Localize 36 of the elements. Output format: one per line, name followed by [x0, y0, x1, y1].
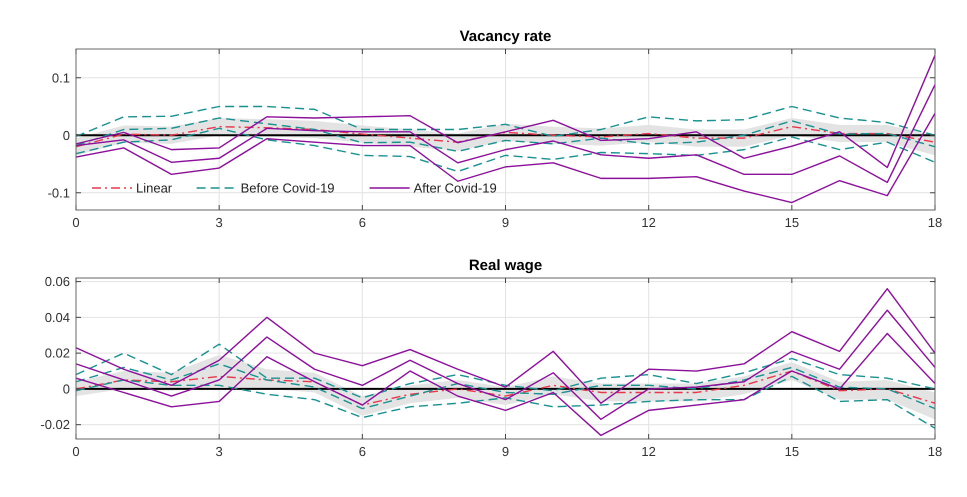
line-series	[75, 310, 936, 420]
y-tick-label: 0.06	[44, 274, 70, 290]
y-tick-label: -0.1	[48, 185, 70, 200]
x-tick-label: 0	[72, 444, 80, 459]
x-tick-label: 15	[784, 444, 800, 459]
y-tick-label: -0.02	[40, 417, 70, 432]
line-series	[75, 112, 936, 204]
x-tick-label: 15	[784, 215, 800, 230]
chart-title: Vacancy rate	[460, 28, 552, 45]
x-tick-label: 6	[358, 444, 366, 459]
line-series	[75, 126, 936, 148]
x-tick-label: 9	[502, 444, 510, 459]
line-series	[75, 370, 936, 406]
legend-label: After Covid-19	[414, 180, 497, 196]
chart-title: Real wage	[468, 257, 542, 274]
y-tick-label: 0	[62, 381, 70, 396]
legend-label: Before Covid-19	[240, 180, 335, 196]
x-tick-label: 6	[358, 215, 366, 230]
line-series	[75, 288, 936, 404]
line-series	[75, 332, 936, 436]
legend-label: Linear	[136, 180, 173, 196]
y-tick-label: 0.04	[44, 310, 70, 325]
y-tick-label: 0.02	[44, 346, 70, 361]
x-tick-label: 3	[216, 215, 223, 230]
x-tick-label: 0	[72, 215, 80, 230]
y-tick-label: 0	[62, 128, 70, 143]
x-tick-label: 12	[641, 444, 656, 459]
x-tick-label: 12	[641, 215, 656, 230]
x-tick-label: 18	[928, 444, 942, 459]
line-series	[75, 376, 936, 429]
x-tick-label: 9	[502, 215, 510, 230]
line-series	[75, 128, 936, 172]
x-tick-label: 18	[928, 215, 942, 230]
x-tick-label: 3	[216, 444, 223, 459]
line-series	[75, 106, 936, 138]
y-tick-label: 0.1	[52, 70, 70, 86]
